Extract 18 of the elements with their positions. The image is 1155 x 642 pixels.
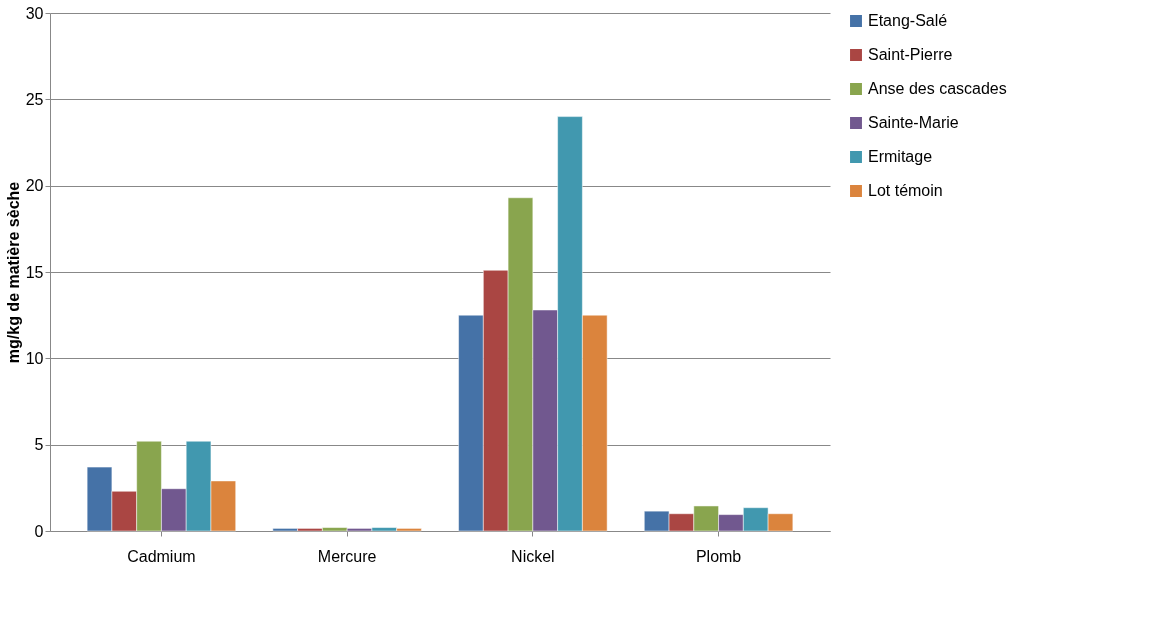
x-tick-label: Plomb [695,547,742,565]
y-axis-title: mg/kg de matière sèche [4,181,22,364]
y-tick-label: 20 [25,177,44,195]
legend-label: Ermitage [868,148,933,165]
y-tick-label: 25 [25,90,44,108]
legend-label: Lot témoin [868,182,943,199]
y-tick-label: 15 [25,263,44,281]
x-tick-label: Cadmium [127,547,196,565]
y-tick-label: 5 [34,436,44,454]
legend-label: Etang-Salé [868,12,948,29]
legend-label: Sainte-Marie [868,114,959,131]
x-tick-label: Mercure [317,547,377,565]
y-tick-label: 10 [25,349,44,367]
legend-label: Anse des cascades [868,80,1007,97]
y-tick-label: 0 [34,522,44,540]
y-tick-label: 30 [25,4,44,22]
x-tick-label: Nickel [511,547,555,565]
legend-label: Saint-Pierre [868,46,953,63]
